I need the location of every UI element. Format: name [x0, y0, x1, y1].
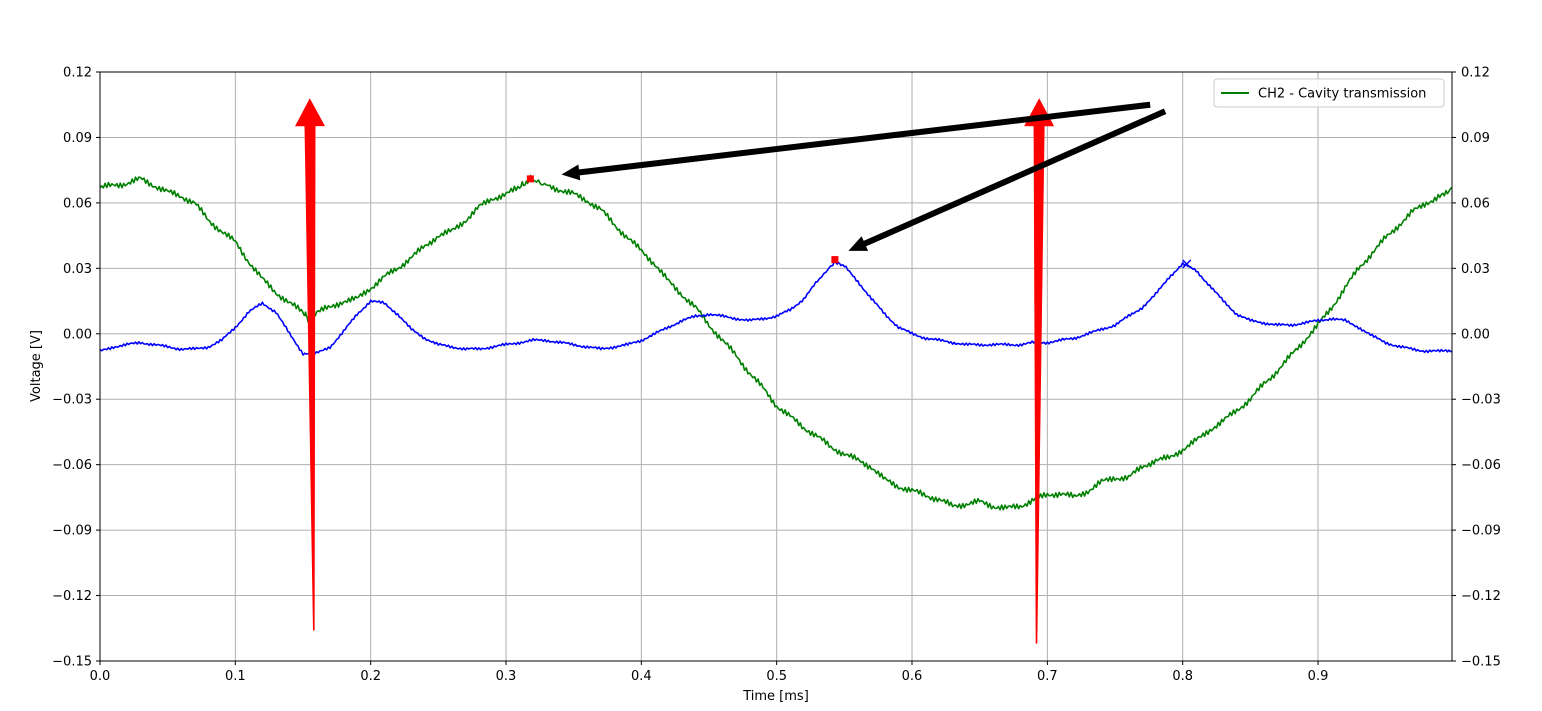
y-tick-label-right: 0.12	[1461, 66, 1490, 81]
black-arrow-shaft	[577, 101, 1151, 176]
y-tick-label-left: 0.09	[63, 131, 92, 146]
y-tick-label-right: 0.06	[1461, 196, 1490, 211]
y-tick-label-left: −0.03	[52, 393, 92, 408]
red-arrow	[295, 98, 325, 631]
y-tick-label-right: −0.06	[1461, 458, 1501, 473]
y-tick-label-left: −0.06	[52, 458, 92, 473]
legend: CH2 - Cavity transmission	[1213, 78, 1445, 108]
x-tick-label: 0.5	[766, 669, 787, 684]
x-tick-label: 0.8	[1172, 669, 1193, 684]
y-tick-label-left: 0.12	[63, 66, 92, 81]
peak-marker	[1182, 259, 1192, 269]
x-tick-label: 0.1	[225, 669, 246, 684]
black-arrow-head	[848, 236, 869, 251]
red-arrow	[1024, 98, 1055, 644]
y-axis-label: Voltage [V]	[29, 330, 44, 402]
y-tick-label-right: −0.15	[1461, 655, 1501, 670]
y-tick-label-left: −0.12	[52, 589, 92, 604]
grid-lines	[99, 71, 1452, 662]
peak-marker	[831, 256, 839, 264]
x-tick-label: 0.9	[1308, 669, 1329, 684]
y-tick-label-left: 0.00	[63, 327, 92, 342]
legend-box	[1213, 78, 1445, 108]
peak-marker	[526, 175, 534, 183]
series-layer	[99, 174, 1453, 511]
y-tick-label-right: 0.09	[1461, 131, 1490, 146]
y-tick-label-left: −0.15	[52, 655, 92, 670]
y-tick-label-right: 0.03	[1461, 262, 1490, 277]
y-tick-label-left: 0.06	[63, 196, 92, 211]
x-axis-ticks: 0.0 0.1 0.2 0.3 0.4 0.5 0.6 0.7 0.8 0.9	[90, 661, 1329, 684]
legend-label: CH2 - Cavity transmission	[1258, 87, 1426, 102]
right-y-axis-ticks: −0.15 −0.12 −0.09 −0.06 −0.03 0.00 0.03 0.06 0.0…	[1452, 66, 1501, 670]
x-tick-label: 0.4	[631, 669, 652, 684]
x-tick-label: 0.0	[90, 669, 111, 684]
series-line-blue	[99, 259, 1453, 356]
peak-markers	[526, 175, 1192, 269]
y-tick-label-left: 0.03	[63, 262, 92, 277]
x-tick-label: 0.7	[1037, 669, 1058, 684]
left-y-axis-ticks: −0.15 −0.12 −0.09 −0.06 −0.03 0.00 0.03 0.06 0.0…	[52, 66, 100, 670]
black-arrow-shaft	[861, 108, 1167, 248]
x-tick-label: 0.6	[902, 669, 923, 684]
plot-frame	[99, 71, 1453, 662]
y-tick-label-left: −0.09	[52, 524, 92, 539]
y-tick-label-right: −0.12	[1461, 589, 1501, 604]
series-line-ch2	[99, 174, 1453, 511]
x-tick-label: 0.3	[496, 669, 517, 684]
x-axis-label: Time [ms]	[742, 689, 809, 704]
annotation-arrows	[295, 98, 1167, 644]
y-tick-label-right: −0.09	[1461, 524, 1501, 539]
black-arrow-head	[561, 164, 581, 181]
x-tick-label: 0.2	[360, 669, 381, 684]
y-tick-label-right: 0.00	[1461, 327, 1490, 342]
y-tick-label-right: −0.03	[1461, 393, 1501, 408]
